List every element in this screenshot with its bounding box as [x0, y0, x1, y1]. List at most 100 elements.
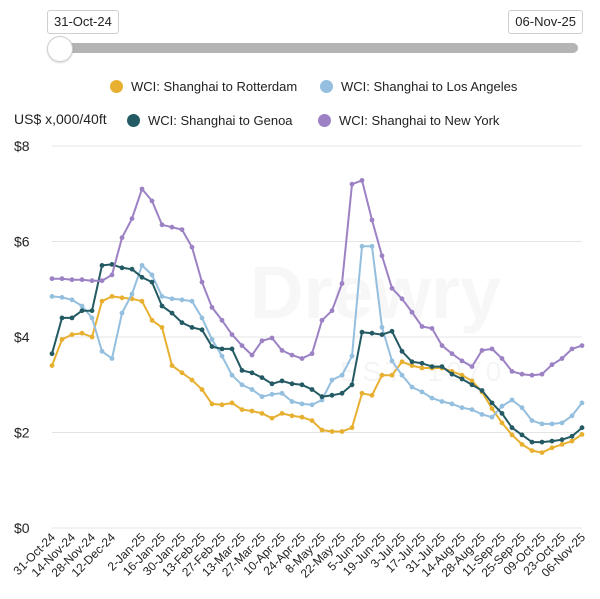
series-1-point — [339, 372, 345, 378]
series-1-point — [369, 243, 375, 249]
series-3-point — [369, 217, 375, 223]
series-1-point — [329, 377, 335, 383]
series-1-point — [319, 397, 325, 403]
series-2-point — [309, 387, 315, 392]
series-1-point — [419, 389, 425, 395]
series-2-point — [559, 437, 565, 443]
series-0-point — [549, 445, 555, 451]
series-3-point — [289, 352, 295, 358]
range-end-date[interactable]: 06-Nov-25 — [508, 10, 583, 34]
series-0-point — [359, 390, 365, 396]
series-0-point — [329, 429, 335, 434]
series-0-point — [389, 372, 395, 378]
series-2-point — [409, 359, 415, 365]
series-1-point — [579, 400, 585, 406]
series-2-point — [179, 320, 185, 326]
series-2-point — [419, 360, 425, 366]
series-1-point — [549, 421, 555, 427]
series-2-point — [569, 433, 575, 439]
series-3-point — [539, 371, 545, 377]
date-range-slider-handle[interactable] — [47, 36, 73, 62]
series-3-point — [279, 348, 285, 353]
series-1-point — [539, 421, 545, 427]
series-3-point — [259, 338, 265, 344]
series-3-point — [349, 181, 355, 187]
series-0-point — [579, 432, 585, 437]
series-1-point — [509, 397, 515, 403]
series-3-point — [299, 356, 305, 361]
series-3-point — [129, 216, 135, 222]
series-2-point — [279, 378, 285, 384]
series-2-point — [199, 327, 205, 333]
series-2-point — [109, 262, 115, 267]
series-0-point — [99, 298, 105, 304]
series-3-point — [519, 371, 525, 377]
series-1-point — [89, 315, 95, 321]
y-axis-unit-label: US$ x,000/40ft — [14, 111, 107, 127]
series-2-point — [79, 308, 85, 314]
series-2-point — [499, 411, 505, 416]
series-0-point — [59, 337, 65, 342]
legend-label: WCI: Shanghai to Rotterdam — [131, 79, 298, 94]
date-range-slider-track[interactable] — [50, 43, 578, 53]
series-1-point — [559, 420, 565, 426]
series-2-point — [469, 382, 475, 388]
series-0-point — [179, 370, 185, 376]
series-0-point — [569, 438, 575, 444]
series-2-point — [349, 382, 355, 388]
series-3-point — [169, 224, 175, 230]
series-0-point — [269, 415, 275, 421]
series-0-point — [379, 372, 385, 378]
series-3-point — [229, 332, 235, 337]
series-3-point — [549, 362, 555, 368]
series-2-point — [289, 381, 295, 387]
legend-item-genoa[interactable]: WCI: Shanghai to Genoa — [127, 113, 293, 128]
series-3-point — [199, 279, 205, 285]
series-3-point — [89, 278, 95, 284]
series-2-point — [299, 382, 305, 388]
series-0-point — [539, 450, 545, 455]
series-0-point — [169, 363, 175, 368]
series-3-point — [389, 285, 395, 291]
series-1-point — [349, 353, 355, 359]
series-3-point — [509, 369, 515, 374]
legend-item-new-york[interactable]: WCI: Shanghai to New York — [318, 113, 499, 128]
series-0-point — [529, 448, 535, 453]
series-2-point — [119, 265, 125, 271]
series-3-point — [79, 277, 85, 283]
series-3-point — [419, 324, 425, 329]
legend-item-los-angeles[interactable]: WCI: Shanghai to Los Angeles — [320, 79, 517, 94]
series-3-point — [209, 305, 215, 310]
y-tick-label: $2 — [14, 425, 30, 441]
series-0-point — [349, 425, 355, 431]
range-start-date[interactable]: 31-Oct-24 — [47, 10, 119, 34]
series-2-point — [269, 381, 275, 387]
series-3-point — [139, 186, 145, 192]
series-3-point — [49, 276, 55, 282]
series-1-point — [79, 303, 85, 309]
series-0-point — [399, 359, 405, 365]
series-0-point — [199, 387, 205, 392]
series-2-point — [329, 392, 335, 398]
series-1-point — [359, 243, 365, 249]
legend-item-rotterdam[interactable]: WCI: Shanghai to Rotterdam — [110, 79, 297, 94]
series-2-point — [399, 348, 405, 354]
series-2-point — [339, 390, 345, 396]
series-line-3 — [52, 179, 583, 377]
series-1-point — [309, 402, 315, 408]
series-0-point — [119, 295, 125, 301]
series-2-point — [219, 346, 225, 352]
series-3-point — [499, 356, 505, 361]
series-2-point — [479, 388, 485, 393]
series-1-point — [239, 382, 245, 388]
series-3-point — [179, 227, 185, 233]
series-3-point — [359, 178, 365, 183]
series-3-point — [379, 253, 385, 259]
series-2-point — [519, 432, 525, 438]
series-2-point — [149, 279, 155, 285]
series-0-point — [219, 402, 225, 408]
series-2-point — [549, 438, 555, 444]
series-1-point — [69, 297, 75, 303]
series-3-point — [149, 198, 155, 204]
